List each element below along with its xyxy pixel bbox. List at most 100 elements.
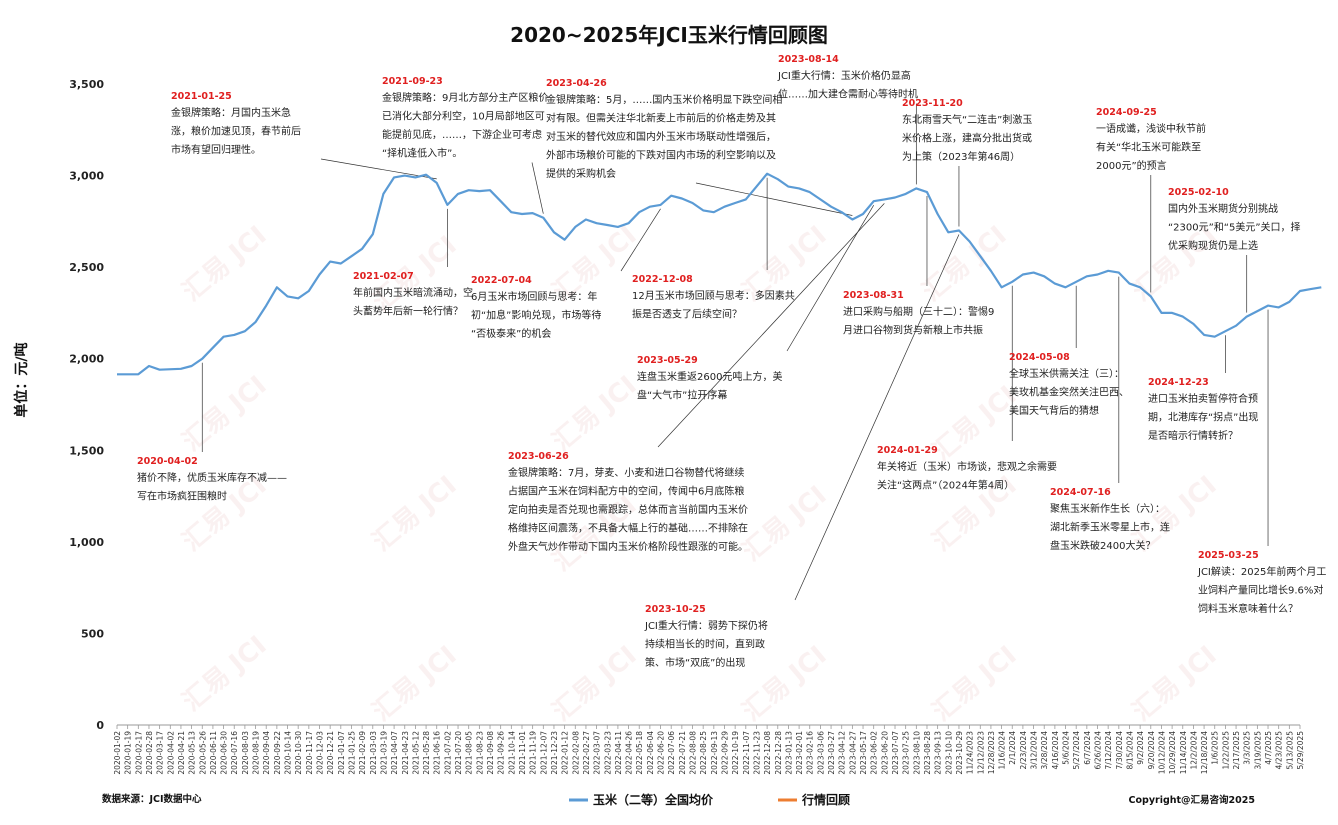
y-tick-label: 1,500 [69,444,104,457]
x-tick-label: 7/30/2024 [1115,731,1124,770]
x-tick-label: 4/16/2024 [1051,731,1060,770]
annotation-callout: 2023-05-29 连盘玉米重返2600元吨上方，美盘“大气市”拉开序幕 [637,355,782,402]
x-tick-label: 2023-10-10 [944,731,953,775]
x-tick-label: 2022-06-20 [657,731,666,775]
annotation-date: 2023-10-25 [645,604,706,615]
x-tick-label: 2020-07-16 [230,731,239,775]
annotation-text: 外盘天气炒作带动下国内玉米价格阶段性跟涨的可能。 [508,540,748,553]
annotation-text: 是否暗示行情转折？ [1148,429,1238,442]
x-tick-label: 12/2/2024 [1189,731,1198,770]
x-tick-label: 2022-02-08 [571,731,580,775]
x-tick-label: 2023-10-29 [955,731,964,775]
x-tick-label: 2021-04-07 [390,731,399,775]
x-tick-label: 2023-03-27 [827,731,836,775]
x-tick-label: 2021-01-25 [347,731,356,775]
x-tick-label: 2020-09-04 [262,731,271,775]
x-tick-label: 2020-01-19 [124,731,133,775]
annotation-text: “择机逢低入市”。 [382,147,462,160]
x-tick-label: 2020-12-03 [315,731,324,775]
annotation-leader [531,162,544,214]
annotations: 2021-01-25 金银牌策略：月国内玉米急涨，粮价加速见顶，春节前后市场有望回… [137,54,1326,669]
annotation-text: 期，北港库存“拐点”出现 [1148,411,1258,424]
annotation-text: 美国天气背后的猜想 [1009,404,1099,417]
x-tick-label: 2021-11-19 [529,731,538,775]
x-tick-label: 2021-09-08 [486,731,495,775]
x-tick-label: 2021-04-23 [401,731,410,775]
annotation-date: 2021-09-23 [382,76,443,87]
annotation-text: 金银牌策略：5月，……国内玉米价格明显下跌空间相 [546,93,782,106]
x-tick-label: 2020-01-02 [113,731,122,775]
x-tick-label: 2/23/2024 [1019,731,1028,770]
annotation-text: 2000元”的预言 [1096,159,1167,172]
watermark-text: 汇易 JCI [547,640,642,727]
annotation-text: 振是否透支了后续空间？ [632,308,742,321]
x-tick-label: 3/28/2024 [1040,731,1049,770]
chart-title: 2020~2025年JCI玉米行情回顾图 [510,23,828,47]
x-tick-label: 2022-10-19 [731,731,740,775]
x-tick-label: 2022-09-29 [720,731,729,775]
annotation-callout: 2022-07-04 6月玉米市场回顾与思考：年初“加息”影响兑现，市场等待 “否极… [471,275,601,340]
annotation-date: 2024-12-23 [1148,377,1209,388]
annotation-date: 2025-03-25 [1198,550,1259,561]
watermark-text: 汇易 JCI [927,640,1022,727]
copyright-note: Copyright@汇易咨询2025 [1129,794,1255,806]
x-tick-label: 3/12/2024 [1030,731,1039,770]
x-tick-label: 2020-04-02 [166,731,175,775]
x-tick-label: 2022-12-28 [774,731,783,775]
x-tick-label: 2022-11-23 [752,731,761,775]
y-tick-label: 2,500 [69,261,104,274]
annotation-text: “否极泰来”的机会 [471,327,551,340]
x-tick-label: 7/12/2024 [1104,731,1113,770]
watermark-text: 汇易 JCI [917,220,1012,307]
x-tick-label: 2020-09-22 [273,731,282,775]
annotation-text: 金银牌策略：月国内玉米急 [171,106,291,119]
y-tick-label: 2,000 [69,353,104,366]
x-tick-label: 10/12/2024 [1157,731,1166,774]
x-tick-label: 2021-09-26 [497,731,506,775]
annotation-date: 2023-08-14 [778,54,839,65]
annotation-text: 饲料玉米意味着什么？ [1198,602,1298,615]
annotation-text: 定向拍卖是否兑现也需跟踪，总体而言当前国内玉米价 [508,503,748,516]
watermark-text: 汇易 JCI [547,370,642,457]
annotation-callout: 2024-12-23 进口玉米拍卖暂停符合预期，北港库存“拐点”出现是否暗示行情转… [1148,377,1258,442]
annotation-text: 能提前见底，……，下游企业可考虑 [382,128,542,141]
annotation-text: 头蓄势年后新一轮行情？ [353,305,463,318]
annotation-text: 全球玉米供需关注（三）： [1009,367,1124,380]
x-axis: 2020-01-02 2020-01-19 2020-02-17 2020-02-28… [113,724,1305,775]
annotation-leader [794,234,960,601]
annotation-leader [657,203,885,448]
annotation-date: 2022-07-04 [471,275,532,286]
x-tick-label: 2022-09-13 [710,731,719,775]
x-tick-label: 2022-04-11 [614,731,623,775]
x-tick-label: 4/7/2025 [1264,731,1273,765]
x-tick-label: 3/19/2025 [1253,731,1262,770]
annotation-date: 2023-04-26 [546,78,607,89]
annotation-text: 金银牌策略：9月北方部分主产区粮价 [382,91,548,104]
x-tick-label: 2022-12-08 [763,731,772,775]
annotation-callout: 2024-07-16 聚焦玉米新作生长（六）： 湖北新季玉米零星上市，连盘玉米跌破2… [1050,487,1170,552]
x-tick-label: 2021-07-20 [454,731,463,775]
x-tick-label: 1/22/2025 [1221,731,1230,770]
annotation-text: 连盘玉米重返2600元吨上方，美 [637,370,782,383]
annotation-callout: 2021-09-23 金银牌策略：9月北方部分主产区粮价已消化大部分利空，10月局… [382,76,548,160]
annotation-text: 关注“这两点”（2024年第4周） [877,479,1014,492]
watermark-text: 汇易 JCI [367,640,462,727]
x-tick-label: 1/16/2024 [998,731,1007,770]
annotation-text: 年关将近（玉米）市场谈，悲观之余需要 [877,460,1057,473]
annotation-leader [786,205,874,352]
annotation-callout: 2024-05-08 全球玉米供需关注（三）： 美玫机基金突然关注巴西、美国天气背后… [1009,352,1129,417]
annotation-date: 2023-05-29 [637,355,698,366]
annotation-leader [320,158,437,180]
x-tick-label: 2022-06-04 [646,731,655,775]
x-tick-label: 2022-01-12 [561,731,570,775]
annotation-text: 为上策（2023年第46周） [902,150,1020,163]
x-tick-label: 12/18/2024 [1200,731,1209,774]
x-tick-label: 2021-10-14 [507,731,516,775]
x-tick-label: 2020-02-28 [145,731,154,775]
x-tick-label: 2023-01-13 [784,731,793,775]
x-tick-label: 2020-06-30 [220,731,229,775]
annotation-text: 市场有望回归理性。 [171,143,261,156]
x-tick-label: 9/2/2024 [1136,731,1145,765]
